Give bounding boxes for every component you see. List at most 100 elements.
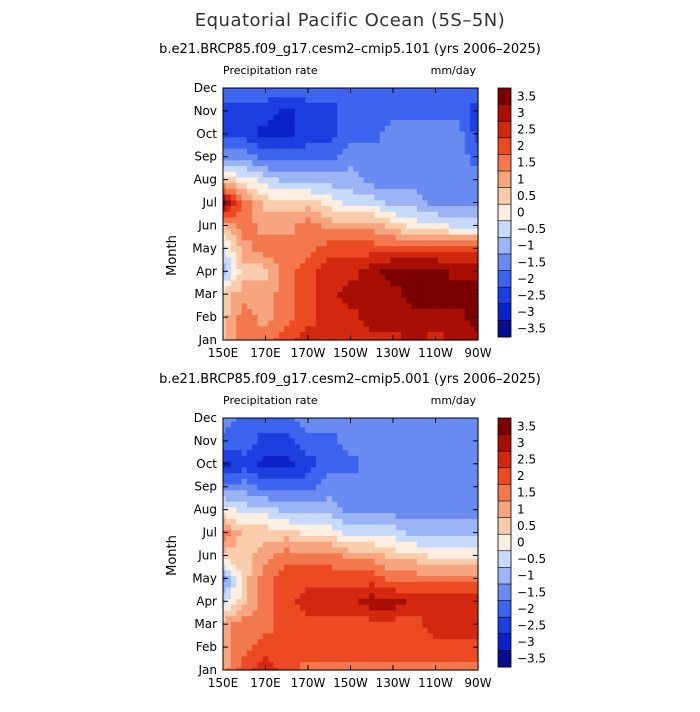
heatmap-cell bbox=[454, 535, 461, 542]
heatmap-cell bbox=[385, 506, 391, 514]
heatmap-cell bbox=[416, 176, 423, 184]
heatmap-cell bbox=[416, 159, 423, 166]
heatmap-cell bbox=[331, 661, 338, 668]
heatmap-cell bbox=[432, 449, 439, 456]
heatmap-cell bbox=[411, 632, 418, 640]
heatmap-cell bbox=[315, 211, 322, 218]
heatmap-cell bbox=[252, 88, 259, 92]
heatmap-cell bbox=[422, 586, 429, 594]
heatmap-cell bbox=[273, 228, 280, 235]
heatmap-cell bbox=[257, 541, 264, 548]
heatmap-cell bbox=[395, 581, 402, 588]
heatmap-cell bbox=[252, 96, 259, 103]
heatmap-cell bbox=[230, 113, 237, 121]
heatmap-cell bbox=[246, 148, 253, 155]
heatmap-cell bbox=[257, 182, 264, 189]
heatmap-cell bbox=[422, 297, 429, 304]
heatmap-cell bbox=[369, 119, 376, 126]
heatmap-cell bbox=[432, 142, 439, 149]
heatmap-cell bbox=[390, 176, 397, 184]
heatmap-cell bbox=[406, 523, 413, 531]
colorbar-label: 0 bbox=[517, 536, 525, 550]
heatmap-cell bbox=[406, 535, 413, 542]
heatmap-cell bbox=[395, 621, 402, 628]
heatmap-cell bbox=[310, 541, 317, 548]
heatmap-cell bbox=[422, 609, 429, 617]
heatmap-cell bbox=[459, 667, 466, 671]
heatmap-cell bbox=[385, 188, 391, 195]
heatmap-cell bbox=[390, 575, 397, 582]
heatmap-cell bbox=[331, 245, 338, 252]
heatmap-cell bbox=[326, 302, 333, 310]
colorbar-label: 2.5 bbox=[517, 123, 536, 137]
heatmap-cell bbox=[363, 285, 370, 292]
heatmap-cell bbox=[470, 506, 476, 514]
heatmap-cell bbox=[337, 575, 344, 582]
heatmap-cell bbox=[427, 182, 434, 189]
heatmap-cell bbox=[300, 193, 306, 201]
heatmap-cell bbox=[284, 211, 291, 218]
heatmap-cell bbox=[326, 148, 333, 155]
heatmap-cell bbox=[400, 297, 407, 304]
heatmap-cell bbox=[416, 649, 423, 657]
heatmap-cell bbox=[273, 535, 280, 542]
heatmap-cell bbox=[427, 130, 434, 138]
heatmap-cell bbox=[470, 518, 476, 525]
heatmap-cell bbox=[347, 319, 354, 327]
heatmap-cell bbox=[363, 627, 370, 634]
heatmap-cell bbox=[422, 108, 429, 115]
heatmap-cell bbox=[262, 558, 269, 565]
heatmap-cell bbox=[459, 142, 466, 149]
heatmap-cell bbox=[294, 297, 301, 304]
heatmap-cell bbox=[223, 228, 227, 235]
heatmap-cell bbox=[454, 598, 461, 605]
heatmap-cell bbox=[225, 176, 232, 184]
heatmap-cell bbox=[305, 529, 312, 537]
heatmap-cell bbox=[390, 96, 397, 103]
heatmap-cell bbox=[278, 165, 285, 172]
heatmap-cell bbox=[475, 443, 479, 451]
heatmap-cell bbox=[230, 331, 237, 338]
heatmap-cell bbox=[305, 455, 312, 462]
heatmap-cell bbox=[454, 319, 461, 327]
heatmap-cell bbox=[284, 638, 291, 645]
heatmap-cell bbox=[305, 420, 312, 428]
y-tick-label: Jun bbox=[197, 218, 217, 232]
heatmap-cell bbox=[273, 495, 280, 502]
heatmap-cell bbox=[422, 661, 429, 668]
heatmap-cell bbox=[448, 523, 455, 531]
heatmap-cell bbox=[363, 426, 370, 433]
heatmap-cell bbox=[448, 438, 455, 445]
heatmap-cell bbox=[390, 182, 397, 189]
heatmap-cell bbox=[321, 245, 328, 252]
heatmap-cell bbox=[273, 638, 280, 645]
heatmap-cell bbox=[305, 136, 312, 144]
heatmap-cell bbox=[353, 188, 360, 195]
heatmap-cell bbox=[432, 268, 439, 275]
heatmap-cell bbox=[427, 420, 434, 428]
heatmap-cell bbox=[411, 638, 418, 645]
heatmap-cell bbox=[475, 501, 479, 508]
heatmap-cell bbox=[321, 285, 328, 292]
heatmap-cell bbox=[443, 621, 450, 628]
heatmap-cell bbox=[406, 541, 413, 548]
heatmap-cell bbox=[246, 426, 253, 433]
heatmap-cell bbox=[273, 176, 280, 184]
heatmap-cell bbox=[342, 438, 349, 445]
heatmap-cell bbox=[225, 279, 232, 287]
heatmap-cell bbox=[236, 489, 243, 496]
heatmap-cell bbox=[310, 228, 317, 235]
heatmap-cell bbox=[454, 609, 461, 617]
heatmap-cell bbox=[347, 627, 354, 634]
heatmap-cell bbox=[294, 228, 301, 235]
heatmap-cell bbox=[241, 102, 248, 109]
heatmap-cell bbox=[289, 466, 296, 474]
heatmap-cell bbox=[427, 96, 434, 103]
heatmap-cell bbox=[289, 188, 296, 195]
heatmap-cell bbox=[406, 443, 413, 451]
heatmap-cell bbox=[432, 604, 439, 611]
heatmap-cell bbox=[411, 449, 418, 456]
heatmap-cell bbox=[379, 638, 386, 645]
heatmap-cell bbox=[390, 308, 397, 315]
heatmap-cell bbox=[241, 512, 248, 519]
